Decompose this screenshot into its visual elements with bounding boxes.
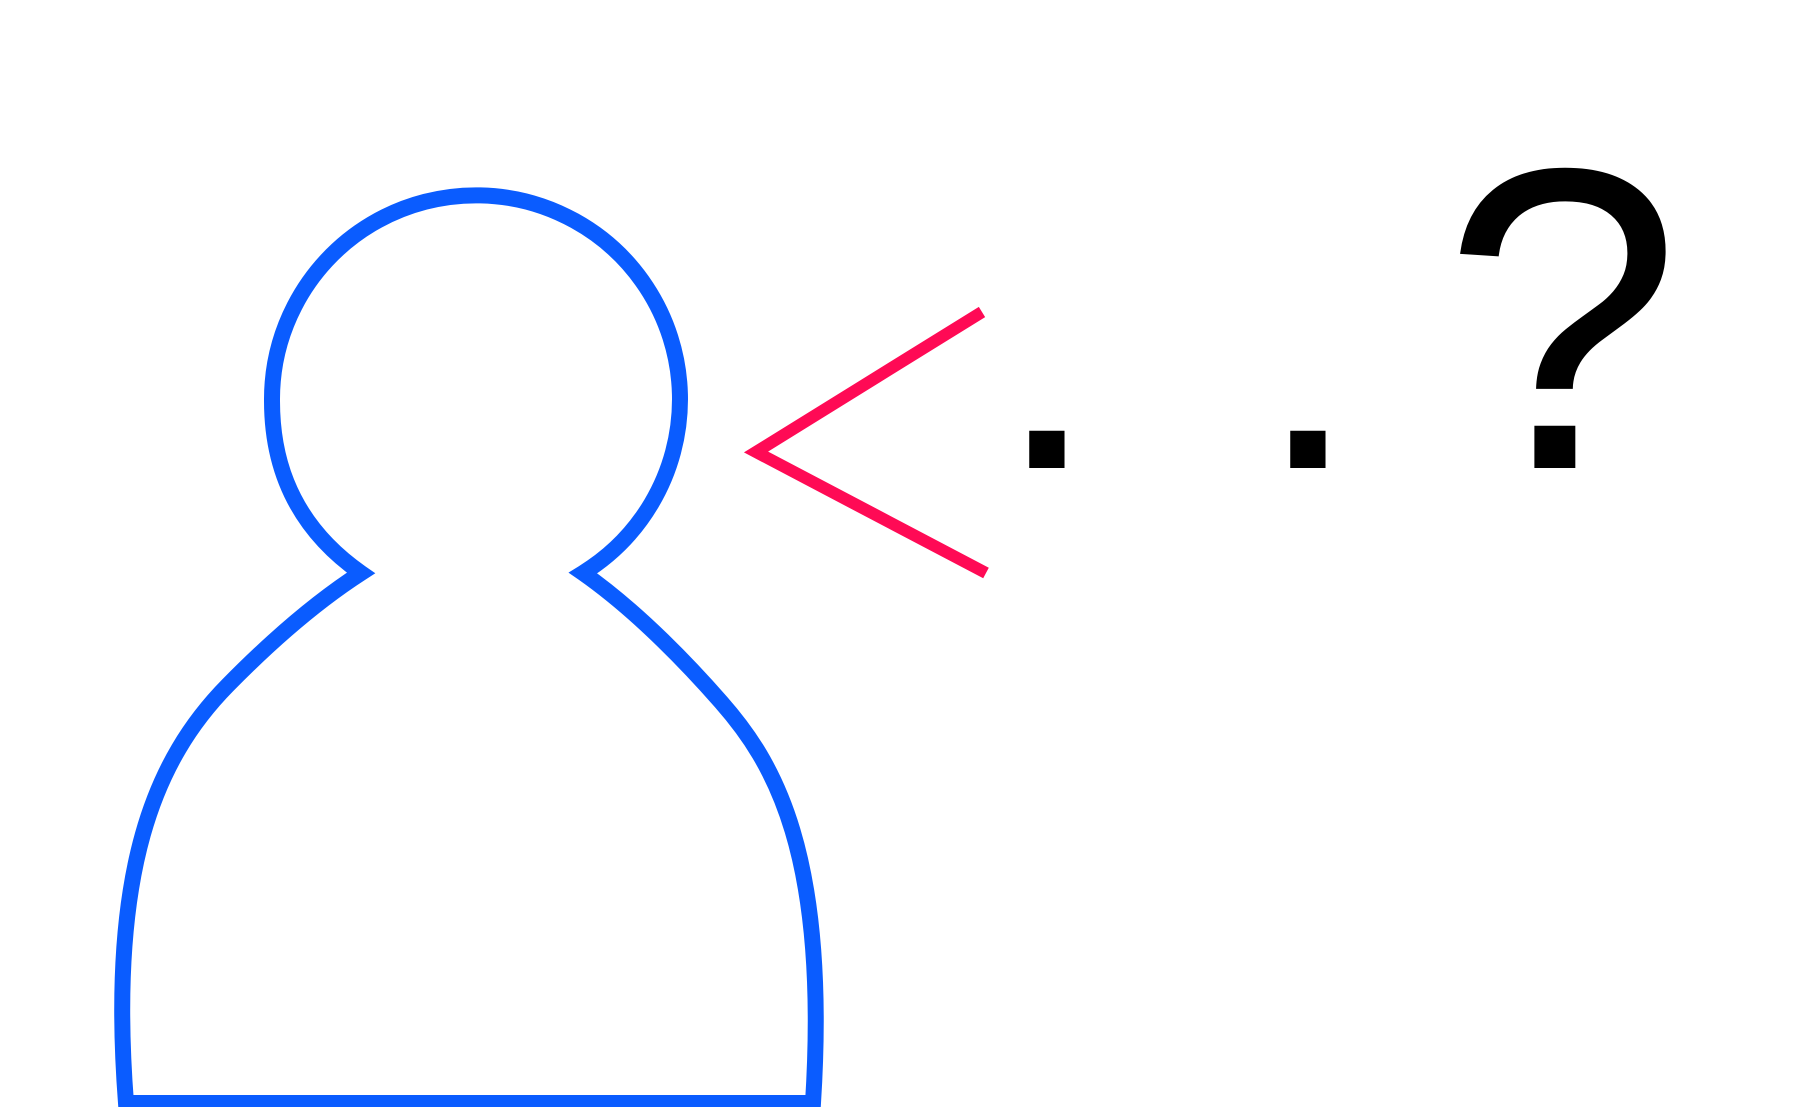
dot-2: .: [1273, 242, 1342, 521]
question-mark: ?: [1442, 80, 1681, 560]
dot-1: .: [1012, 242, 1081, 521]
person-outline-icon: [114, 187, 824, 1107]
less-than-speech-icon: [743, 306, 989, 579]
